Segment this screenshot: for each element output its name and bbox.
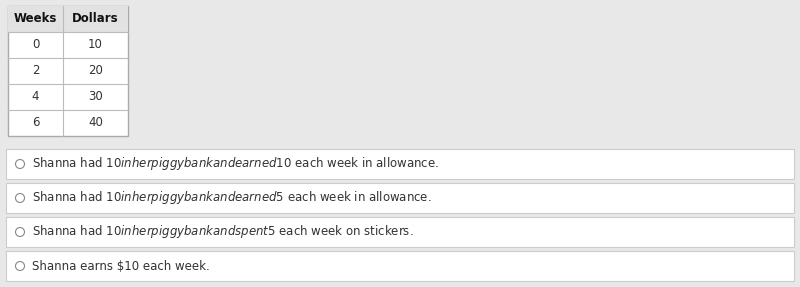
Text: 30: 30 <box>88 90 103 104</box>
Text: Shanna had $10 in her piggy bank and earned $5 each week in allowance.: Shanna had $10 in her piggy bank and ear… <box>32 189 432 207</box>
FancyBboxPatch shape <box>8 6 128 32</box>
Text: Weeks: Weeks <box>14 13 57 26</box>
FancyBboxPatch shape <box>8 6 128 136</box>
Text: 4: 4 <box>32 90 39 104</box>
FancyBboxPatch shape <box>6 251 794 281</box>
Text: Shanna earns $10 each week.: Shanna earns $10 each week. <box>32 259 210 272</box>
FancyBboxPatch shape <box>6 183 794 213</box>
Text: Dollars: Dollars <box>72 13 119 26</box>
Text: 6: 6 <box>32 117 39 129</box>
Text: 2: 2 <box>32 65 39 77</box>
Text: Shanna had $10 in her piggy bank and spent $5 each week on stickers.: Shanna had $10 in her piggy bank and spe… <box>32 224 414 241</box>
Text: 0: 0 <box>32 38 39 51</box>
FancyBboxPatch shape <box>6 217 794 247</box>
Text: Shanna had $10 in her piggy bank and earned $10 each week in allowance.: Shanna had $10 in her piggy bank and ear… <box>32 156 439 172</box>
Text: 20: 20 <box>88 65 103 77</box>
FancyBboxPatch shape <box>6 149 794 179</box>
Text: 10: 10 <box>88 38 103 51</box>
Text: 40: 40 <box>88 117 103 129</box>
